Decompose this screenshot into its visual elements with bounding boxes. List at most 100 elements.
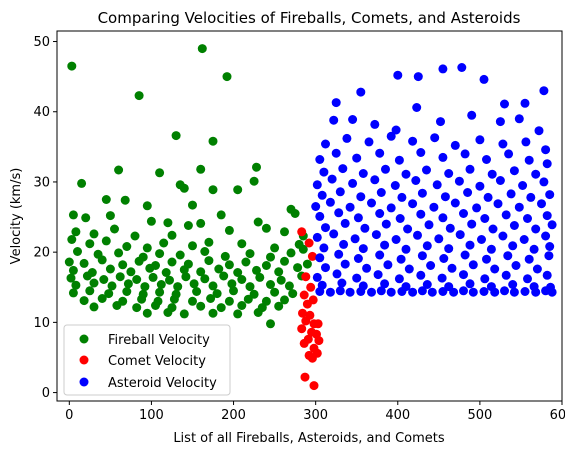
data-point (531, 224, 541, 234)
data-point (397, 287, 407, 296)
data-point (145, 263, 155, 273)
data-point (332, 269, 342, 279)
data-point (463, 188, 473, 197)
data-point (274, 301, 284, 311)
data-point (427, 287, 437, 297)
data-point (411, 176, 421, 185)
data-point (520, 287, 530, 296)
data-point (408, 287, 418, 297)
data-point (439, 254, 449, 263)
data-point (395, 214, 405, 223)
data-point (380, 279, 390, 289)
data-point (167, 257, 177, 267)
data-point (155, 168, 165, 178)
data-point (501, 210, 511, 220)
data-point (288, 289, 298, 299)
data-point (401, 244, 411, 254)
data-point (302, 259, 312, 269)
data-point (524, 155, 534, 165)
data-point (547, 220, 557, 230)
data-point (137, 294, 147, 304)
data-point (317, 190, 327, 200)
data-point (224, 225, 234, 235)
data-point (356, 192, 366, 202)
data-point (488, 224, 498, 234)
data-point (105, 264, 115, 274)
data-point (498, 139, 508, 149)
data-point (495, 176, 505, 185)
data-point (348, 115, 358, 124)
data-point (337, 278, 347, 288)
data-point (280, 256, 289, 266)
data-point (429, 202, 439, 212)
data-point (122, 287, 132, 296)
data-point (329, 229, 339, 239)
legend-marker-fireball (79, 334, 89, 344)
y-tick-label: 20 (33, 246, 50, 261)
data-point (146, 216, 156, 226)
data-point (521, 137, 531, 147)
data-point (237, 239, 247, 249)
data-point (68, 288, 78, 298)
data-point (315, 211, 325, 221)
data-point (440, 192, 450, 202)
y-tick-label: 10 (33, 316, 50, 331)
data-point (454, 176, 464, 186)
data-point (309, 381, 319, 391)
data-point (233, 309, 243, 319)
data-point (104, 289, 114, 299)
data-point (331, 98, 341, 108)
data-point (175, 250, 185, 260)
data-point (381, 164, 390, 174)
data-point (537, 199, 546, 209)
data-point (208, 136, 218, 146)
series-1 (64, 44, 312, 329)
data-point (159, 238, 169, 248)
data-point (539, 177, 549, 187)
data-point (334, 208, 344, 218)
data-point (319, 167, 329, 177)
data-point (197, 44, 207, 54)
data-point (394, 274, 404, 284)
data-point (367, 287, 376, 297)
data-point (447, 263, 457, 273)
data-point (370, 175, 380, 185)
data-point (64, 257, 74, 267)
data-point (208, 281, 218, 291)
data-point (200, 247, 210, 256)
data-point (101, 195, 111, 204)
data-point (301, 316, 311, 326)
data-point (482, 254, 491, 264)
data-point (416, 209, 426, 219)
x-tick-label: 0 (65, 408, 73, 423)
data-point (486, 244, 496, 254)
data-point (545, 190, 555, 200)
data-point (519, 235, 529, 244)
data-point (118, 260, 128, 270)
data-point (253, 308, 263, 317)
data-point (179, 309, 189, 319)
data-point (335, 286, 345, 296)
data-point (243, 294, 253, 304)
data-point (276, 275, 286, 285)
data-point (472, 203, 482, 213)
data-point (270, 243, 280, 253)
data-point (299, 290, 309, 300)
data-point (350, 234, 360, 244)
data-point (206, 294, 216, 303)
data-point (71, 280, 81, 290)
data-point (541, 145, 551, 155)
data-point (352, 273, 362, 283)
data-point (370, 119, 380, 129)
data-point (297, 324, 307, 334)
x-tick-label: 600 (550, 408, 565, 423)
data-point (204, 256, 214, 266)
data-point (183, 221, 193, 230)
data-point (539, 86, 549, 96)
data-point (167, 230, 177, 240)
data-point (334, 249, 344, 259)
data-point (311, 202, 321, 211)
data-point (66, 273, 76, 283)
x-axis-label: List of all Fireballs, Asteroids, and Co… (173, 431, 445, 446)
data-point (301, 272, 311, 282)
